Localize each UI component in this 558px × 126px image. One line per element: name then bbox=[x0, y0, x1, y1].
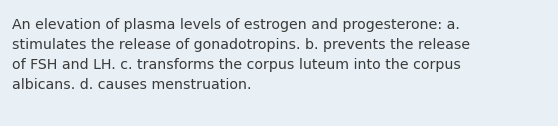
Text: An elevation of plasma levels of estrogen and progesterone: a.
stimulates the re: An elevation of plasma levels of estroge… bbox=[12, 18, 470, 92]
